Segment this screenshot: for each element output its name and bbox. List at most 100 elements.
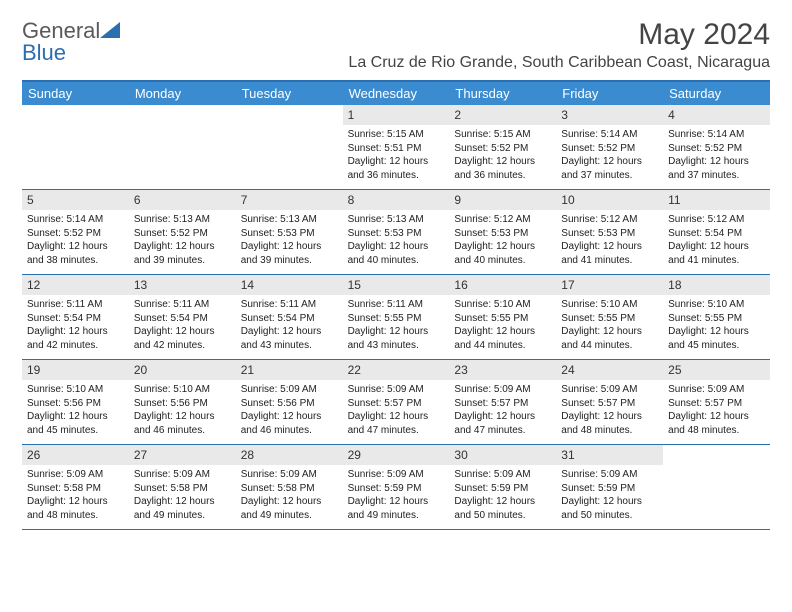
day-cell: 26Sunrise: 5:09 AMSunset: 5:58 PMDayligh… (22, 445, 129, 529)
daylight-text: Daylight: 12 hours and 43 minutes. (348, 325, 445, 352)
sunrise-text: Sunrise: 5:09 AM (668, 383, 765, 397)
day-header: Tuesday (236, 82, 343, 105)
day-number: 14 (236, 275, 343, 295)
week-row: 5Sunrise: 5:14 AMSunset: 5:52 PMDaylight… (22, 190, 770, 275)
sunset-text: Sunset: 5:55 PM (668, 312, 765, 326)
day-cell: 16Sunrise: 5:10 AMSunset: 5:55 PMDayligh… (449, 275, 556, 359)
day-cell: 27Sunrise: 5:09 AMSunset: 5:58 PMDayligh… (129, 445, 236, 529)
day-number: 26 (22, 445, 129, 465)
sunset-text: Sunset: 5:52 PM (27, 227, 124, 241)
sunrise-text: Sunrise: 5:09 AM (241, 468, 338, 482)
day-cell: 28Sunrise: 5:09 AMSunset: 5:58 PMDayligh… (236, 445, 343, 529)
day-header: Monday (129, 82, 236, 105)
day-cell: 22Sunrise: 5:09 AMSunset: 5:57 PMDayligh… (343, 360, 450, 444)
sunset-text: Sunset: 5:54 PM (27, 312, 124, 326)
sunset-text: Sunset: 5:56 PM (241, 397, 338, 411)
sunset-text: Sunset: 5:52 PM (134, 227, 231, 241)
daylight-text: Daylight: 12 hours and 48 minutes. (561, 410, 658, 437)
daylight-text: Daylight: 12 hours and 44 minutes. (454, 325, 551, 352)
sunrise-text: Sunrise: 5:09 AM (561, 383, 658, 397)
day-number: 13 (129, 275, 236, 295)
day-header: Saturday (663, 82, 770, 105)
day-number: 18 (663, 275, 770, 295)
sunset-text: Sunset: 5:59 PM (561, 482, 658, 496)
sunrise-text: Sunrise: 5:09 AM (348, 468, 445, 482)
day-number: 21 (236, 360, 343, 380)
daylight-text: Daylight: 12 hours and 42 minutes. (27, 325, 124, 352)
daylight-text: Daylight: 12 hours and 42 minutes. (134, 325, 231, 352)
sunset-text: Sunset: 5:51 PM (348, 142, 445, 156)
sunset-text: Sunset: 5:54 PM (668, 227, 765, 241)
sunrise-text: Sunrise: 5:13 AM (134, 213, 231, 227)
sunrise-text: Sunrise: 5:10 AM (134, 383, 231, 397)
daylight-text: Daylight: 12 hours and 49 minutes. (134, 495, 231, 522)
sunset-text: Sunset: 5:53 PM (348, 227, 445, 241)
sunset-text: Sunset: 5:56 PM (134, 397, 231, 411)
day-cell: 15Sunrise: 5:11 AMSunset: 5:55 PMDayligh… (343, 275, 450, 359)
day-number: 4 (663, 105, 770, 125)
sunrise-text: Sunrise: 5:13 AM (241, 213, 338, 227)
day-number: 8 (343, 190, 450, 210)
day-number: 2 (449, 105, 556, 125)
day-cell: 20Sunrise: 5:10 AMSunset: 5:56 PMDayligh… (129, 360, 236, 444)
day-cell: 1Sunrise: 5:15 AMSunset: 5:51 PMDaylight… (343, 105, 450, 189)
sunset-text: Sunset: 5:58 PM (27, 482, 124, 496)
week-row: 19Sunrise: 5:10 AMSunset: 5:56 PMDayligh… (22, 360, 770, 445)
day-cell: 13 Sunrise: 5:11 AMSunset: 5:54 PMDayligh… (129, 275, 236, 359)
daylight-text: Daylight: 12 hours and 36 minutes. (454, 155, 551, 182)
sunrise-text: Sunrise: 5:12 AM (454, 213, 551, 227)
sunrise-text: Sunrise: 5:11 AM (134, 298, 231, 312)
sunset-text: Sunset: 5:54 PM (241, 312, 338, 326)
daylight-text: Daylight: 12 hours and 41 minutes. (668, 240, 765, 267)
day-number: 28 (236, 445, 343, 465)
sunset-text: Sunset: 5:59 PM (454, 482, 551, 496)
sunset-text: Sunset: 5:57 PM (561, 397, 658, 411)
sunrise-text: Sunrise: 5:10 AM (454, 298, 551, 312)
sunset-text: Sunset: 5:54 PM (134, 312, 231, 326)
day-cell: 3Sunrise: 5:14 AMSunset: 5:52 PMDaylight… (556, 105, 663, 189)
sunset-text: Sunset: 5:52 PM (668, 142, 765, 156)
sunrise-text: Sunrise: 5:10 AM (561, 298, 658, 312)
day-number: 7 (236, 190, 343, 210)
day-cell: 10Sunrise: 5:12 AMSunset: 5:53 PMDayligh… (556, 190, 663, 274)
header: General May 2024 La Cruz de Rio Grande, … (22, 18, 770, 72)
daylight-text: Daylight: 12 hours and 50 minutes. (454, 495, 551, 522)
daylight-text: Daylight: 12 hours and 47 minutes. (454, 410, 551, 437)
day-number: 31 (556, 445, 663, 465)
sunset-text: Sunset: 5:58 PM (134, 482, 231, 496)
sunset-text: Sunset: 5:52 PM (561, 142, 658, 156)
sunrise-text: Sunrise: 5:11 AM (27, 298, 124, 312)
day-cell: 21Sunrise: 5:09 AMSunset: 5:56 PMDayligh… (236, 360, 343, 444)
day-number: 15 (343, 275, 450, 295)
day-cell: 5Sunrise: 5:14 AMSunset: 5:52 PMDaylight… (22, 190, 129, 274)
daylight-text: Daylight: 12 hours and 48 minutes. (668, 410, 765, 437)
daylight-text: Daylight: 12 hours and 44 minutes. (561, 325, 658, 352)
sunrise-text: Sunrise: 5:09 AM (134, 468, 231, 482)
sunrise-text: Sunrise: 5:09 AM (561, 468, 658, 482)
daylight-text: Daylight: 12 hours and 46 minutes. (134, 410, 231, 437)
location-text: La Cruz de Rio Grande, South Caribbean C… (348, 54, 770, 72)
sunrise-text: Sunrise: 5:09 AM (454, 383, 551, 397)
day-number: 6 (129, 190, 236, 210)
day-cell: 14Sunrise: 5:11 AMSunset: 5:54 PMDayligh… (236, 275, 343, 359)
sunrise-text: Sunrise: 5:14 AM (668, 128, 765, 142)
sunrise-text: Sunrise: 5:15 AM (348, 128, 445, 142)
day-cell: 7Sunrise: 5:13 AMSunset: 5:53 PMDaylight… (236, 190, 343, 274)
logo-triangle-icon (100, 22, 120, 40)
day-cell: 25 Sunrise: 5:09 AMSunset: 5:57 PMDayligh… (663, 360, 770, 444)
day-cell (22, 105, 129, 189)
day-number: 16 (449, 275, 556, 295)
week-row: 12Sunrise: 5:11 AMSunset: 5:54 PMDayligh… (22, 275, 770, 360)
sunrise-text: Sunrise: 5:09 AM (454, 468, 551, 482)
sunset-text: Sunset: 5:57 PM (668, 397, 765, 411)
daylight-text: Daylight: 12 hours and 40 minutes. (348, 240, 445, 267)
day-number: 25 (663, 360, 770, 380)
day-number: 29 (343, 445, 450, 465)
logo-text-2: Blue (22, 40, 66, 66)
day-number: 22 (343, 360, 450, 380)
week-row: 1Sunrise: 5:15 AMSunset: 5:51 PMDaylight… (22, 105, 770, 190)
day-number: 17 (556, 275, 663, 295)
sunrise-text: Sunrise: 5:15 AM (454, 128, 551, 142)
day-cell (236, 105, 343, 189)
day-number: 23 (449, 360, 556, 380)
